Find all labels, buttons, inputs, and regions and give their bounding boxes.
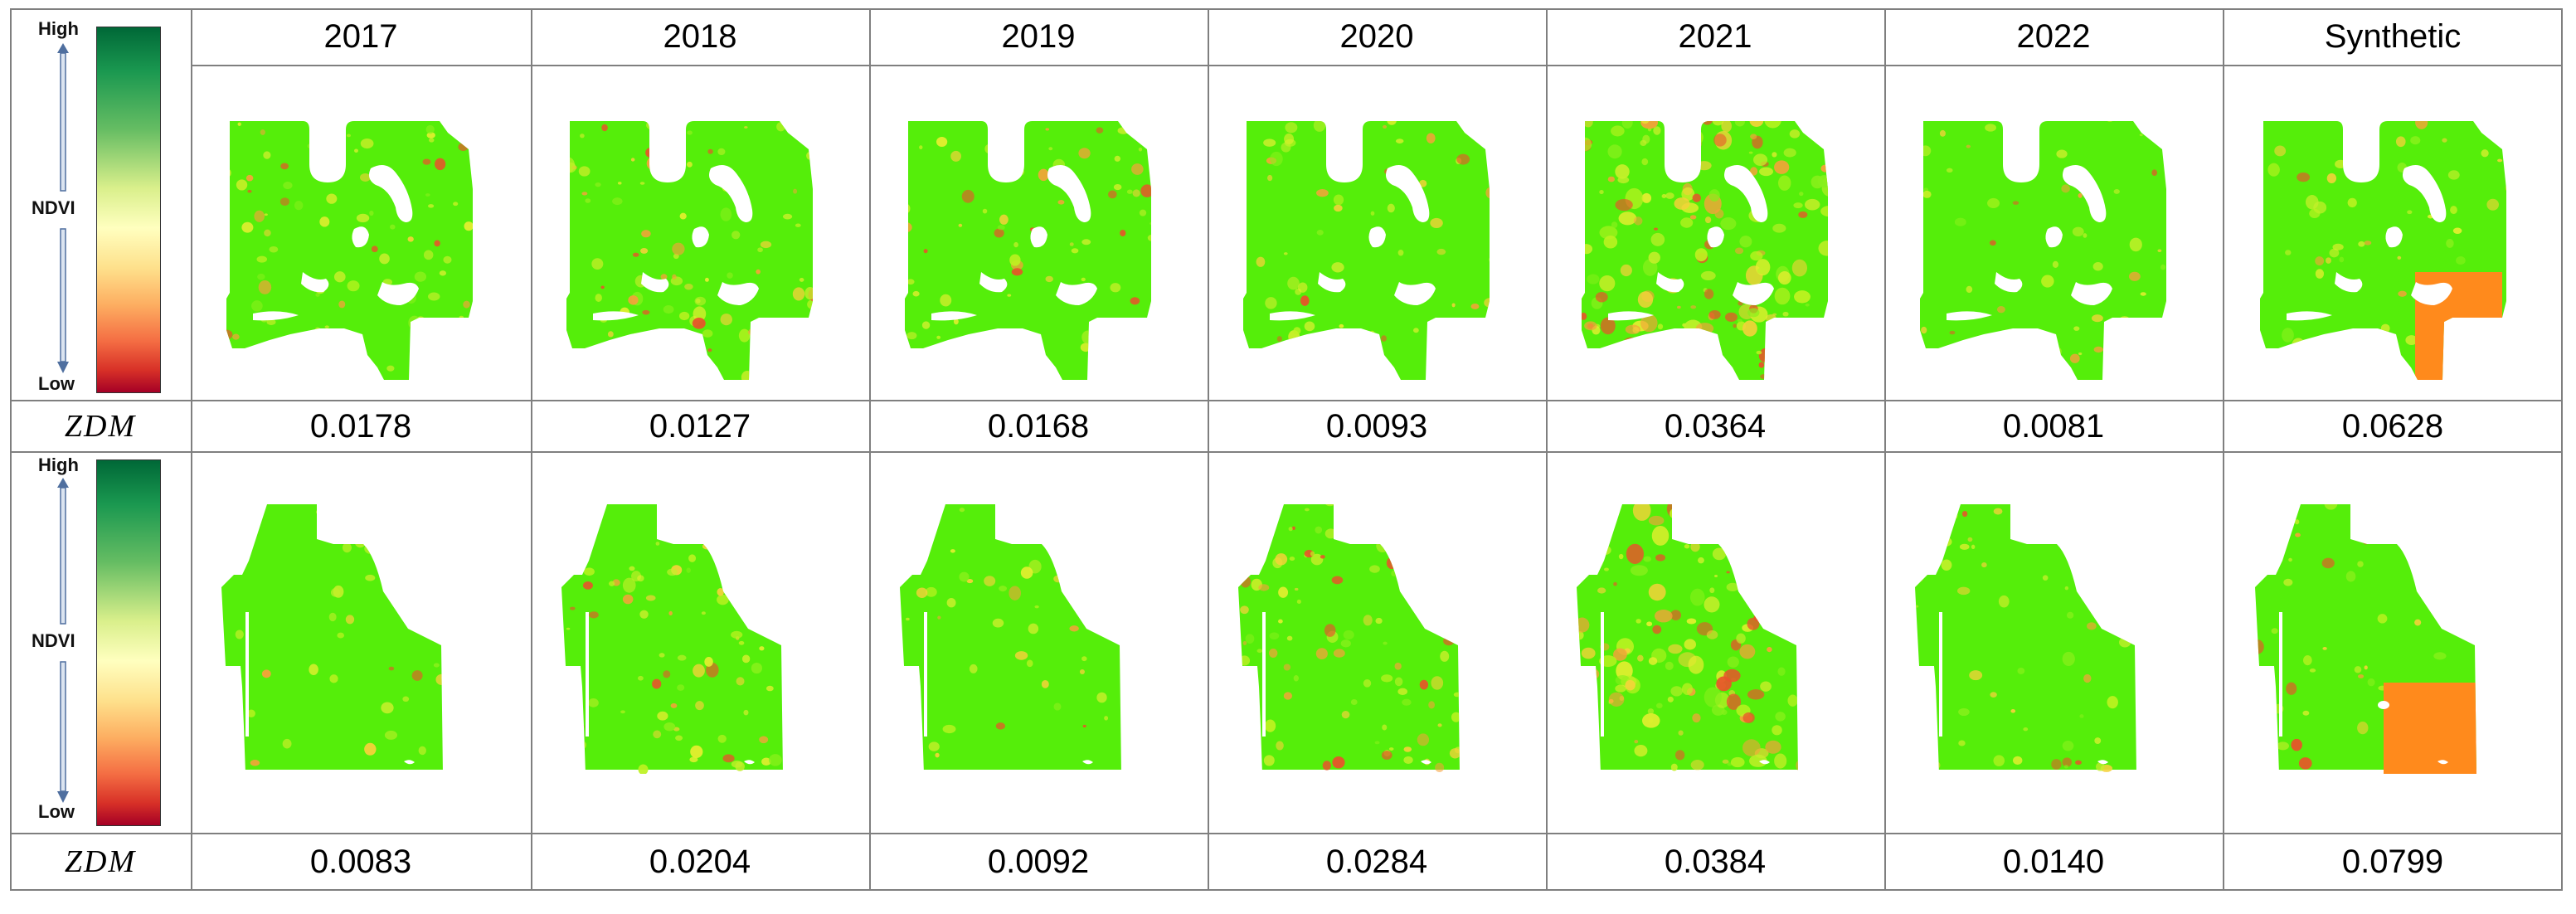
col-header-2019: 2019 <box>1001 17 1076 55</box>
ndvi-map-2021-field2 <box>1577 504 1798 772</box>
up-arrow-icon <box>57 478 69 625</box>
legend-ndvi-label: NDVI <box>32 197 75 218</box>
ndvi-map-2020-field2 <box>1238 504 1460 773</box>
ndvi-map-2020-field1 <box>1243 121 1490 380</box>
zdm-value: 0.0364 <box>1664 407 1767 445</box>
legend-high-label: High <box>38 455 79 475</box>
legend-low-label: Low <box>38 373 75 394</box>
zdm-value: 0.0284 <box>1325 843 1428 880</box>
ndvi-map-2019-field2 <box>900 504 1121 770</box>
down-arrow-icon <box>57 661 69 803</box>
table-border-bottom <box>10 889 2563 891</box>
up-arrow-icon <box>57 43 69 192</box>
col-header-2017: 2017 <box>323 17 398 55</box>
ndvi-map-2019-field1 <box>905 121 1151 380</box>
ndvi-map-2018-field1 <box>566 121 813 380</box>
row1-zdm-top <box>10 400 2563 401</box>
zdm-value: 0.0127 <box>649 407 751 445</box>
ndvi-legend-row1: High NDVI Low <box>23 18 181 400</box>
zdm-label-row1: ZDM <box>64 409 137 444</box>
col-divider <box>1546 8 1548 891</box>
zdm-value: 0.0092 <box>987 843 1090 880</box>
col-divider <box>869 8 871 891</box>
ndvi-legend-row2: High NDVI Low <box>23 455 181 828</box>
zdm-value: 0.0140 <box>2002 843 2105 880</box>
col-divider <box>2223 8 2224 891</box>
ndvi-colorbar <box>96 27 161 393</box>
col-header-2018: 2018 <box>663 17 737 55</box>
col-divider <box>1208 8 1209 891</box>
col-divider <box>531 8 532 891</box>
zdm-value: 0.0178 <box>309 407 412 445</box>
ndvi-map-2018-field2 <box>561 504 783 774</box>
row2-zdm-top <box>10 833 2563 834</box>
zdm-value: 0.0204 <box>649 843 751 880</box>
zdm-label-row2: ZDM <box>64 844 137 879</box>
col-divider <box>1884 8 1886 891</box>
zdm-value: 0.0083 <box>309 843 412 880</box>
ndvi-map-2017-field2 <box>221 504 443 770</box>
ndvi-map-synthetic-field2 <box>2255 504 2476 774</box>
down-arrow-icon <box>57 228 69 373</box>
zdm-value: 0.0384 <box>1664 843 1767 880</box>
col-header-2021: 2021 <box>1678 17 1752 55</box>
ndvi-map-2021-field1 <box>1582 121 1828 380</box>
row1-zdm-bottom <box>10 451 2563 453</box>
col-header-2022: 2022 <box>2016 17 2091 55</box>
table-legend-top <box>10 8 192 10</box>
col-divider <box>191 8 192 891</box>
table-border-top <box>191 8 2563 10</box>
table-border-right <box>2561 8 2563 891</box>
zdm-value: 0.0168 <box>987 407 1090 445</box>
ndvi-map-synthetic-field1 <box>2260 121 2506 380</box>
zdm-value: 0.0799 <box>2341 843 2444 880</box>
ndvi-map-2017-field1 <box>226 121 473 380</box>
col-header-2020: 2020 <box>1339 17 1414 55</box>
col-header-synthetic: Synthetic <box>2324 17 2462 55</box>
zdm-value: 0.0081 <box>2002 407 2105 445</box>
legend-low-label: Low <box>38 801 75 822</box>
ndvi-map-2022-field1 <box>1920 121 2166 380</box>
zdm-value: 0.0628 <box>2341 407 2444 445</box>
ndvi-colorbar <box>96 459 161 826</box>
table-border-left <box>10 8 12 891</box>
legend-high-label: High <box>38 18 79 39</box>
ndvi-map-2022-field2 <box>1915 504 2136 772</box>
header-divider <box>191 65 2563 66</box>
zdm-value: 0.0093 <box>1325 407 1428 445</box>
legend-ndvi-label: NDVI <box>32 630 75 651</box>
